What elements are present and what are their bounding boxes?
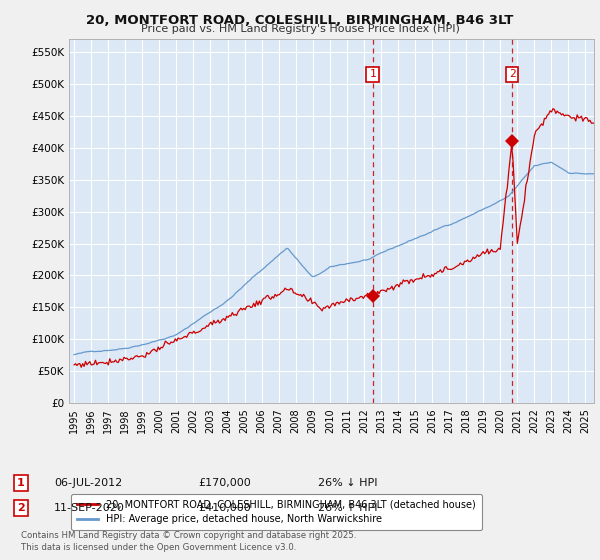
Text: 2: 2 xyxy=(509,69,515,80)
Text: 1: 1 xyxy=(369,69,376,80)
Text: 26% ↓ HPI: 26% ↓ HPI xyxy=(318,478,377,488)
Legend: 20, MONTFORT ROAD, COLESHILL, BIRMINGHAM, B46 3LT (detached house), HPI: Average: 20, MONTFORT ROAD, COLESHILL, BIRMINGHAM… xyxy=(71,493,482,530)
Text: 26% ↑ HPI: 26% ↑ HPI xyxy=(318,503,377,513)
Text: £410,000: £410,000 xyxy=(198,503,251,513)
Text: 06-JUL-2012: 06-JUL-2012 xyxy=(54,478,122,488)
Text: £170,000: £170,000 xyxy=(198,478,251,488)
Text: Price paid vs. HM Land Registry's House Price Index (HPI): Price paid vs. HM Land Registry's House … xyxy=(140,24,460,34)
Text: 1: 1 xyxy=(17,478,25,488)
Text: 2: 2 xyxy=(17,503,25,513)
Text: 20, MONTFORT ROAD, COLESHILL, BIRMINGHAM, B46 3LT: 20, MONTFORT ROAD, COLESHILL, BIRMINGHAM… xyxy=(86,14,514,27)
Text: 11-SEP-2020: 11-SEP-2020 xyxy=(54,503,125,513)
Text: Contains HM Land Registry data © Crown copyright and database right 2025.
This d: Contains HM Land Registry data © Crown c… xyxy=(21,531,356,552)
